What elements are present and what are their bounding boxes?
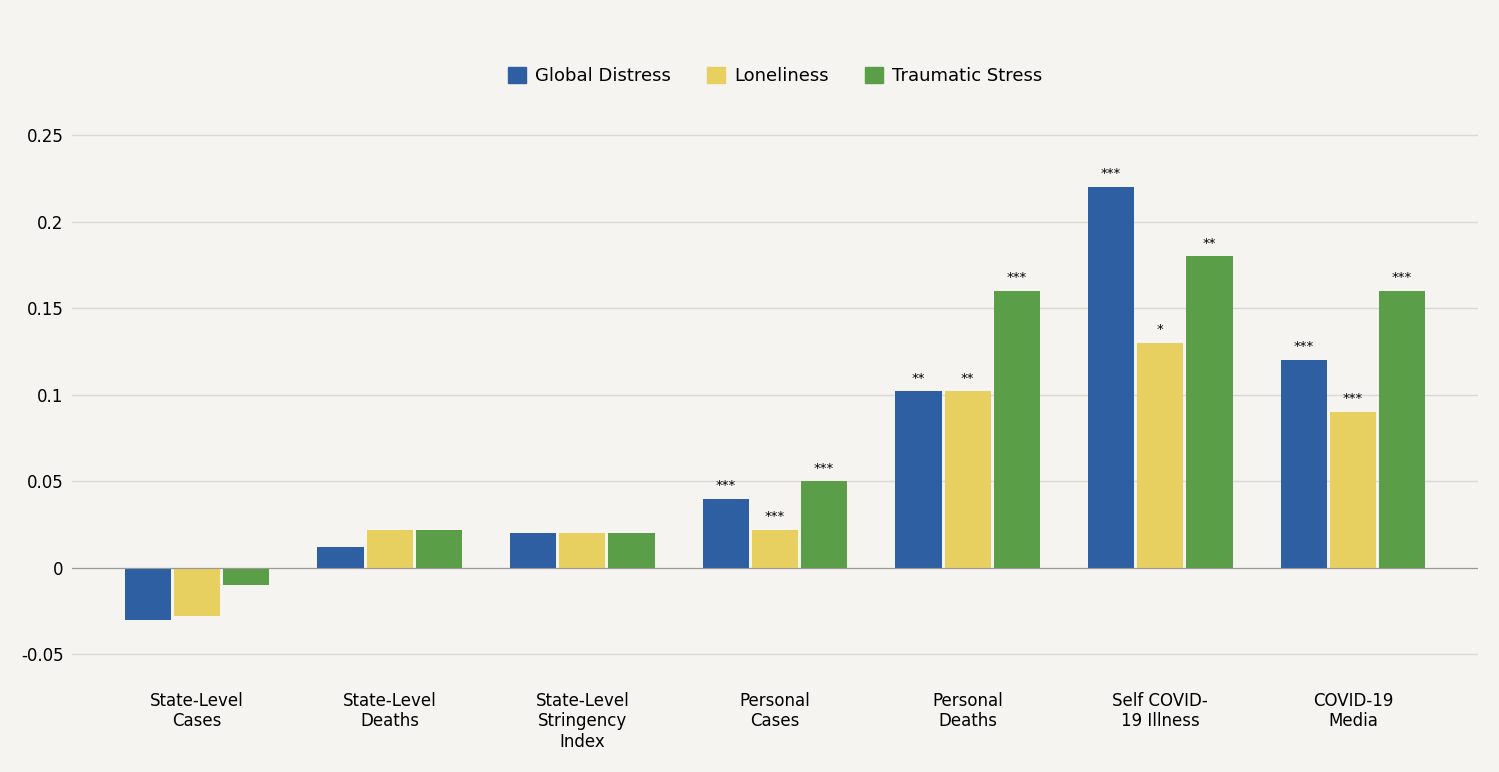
Bar [1138,343,1183,568]
Bar [752,530,797,568]
Text: ***: *** [1393,271,1412,284]
Bar [800,482,847,568]
Text: **: ** [961,371,974,384]
Bar [367,530,412,568]
Bar [415,530,462,568]
Bar [318,547,364,568]
Bar [994,291,1040,568]
Bar [124,568,171,620]
Bar [510,533,556,568]
Bar [1088,187,1135,568]
Bar [223,568,270,585]
Text: ***: *** [1102,168,1121,181]
Bar [559,533,606,568]
Bar [895,391,941,568]
Text: ***: *** [1343,392,1363,405]
Bar [174,568,220,616]
Bar [1379,291,1426,568]
Text: **: ** [1202,236,1216,249]
Bar [609,533,655,568]
Text: **: ** [911,371,925,384]
Bar [703,499,750,568]
Bar [1280,361,1327,568]
Bar [944,391,991,568]
Text: ***: *** [764,510,785,523]
Text: ***: *** [1294,340,1315,354]
Text: ***: *** [1007,271,1027,284]
Bar [1186,256,1232,568]
Bar [1330,412,1376,568]
Text: *: * [1157,323,1163,336]
Text: ***: *** [715,479,736,492]
Legend: Global Distress, Loneliness, Traumatic Stress: Global Distress, Loneliness, Traumatic S… [501,60,1049,93]
Text: ***: *** [814,462,835,475]
